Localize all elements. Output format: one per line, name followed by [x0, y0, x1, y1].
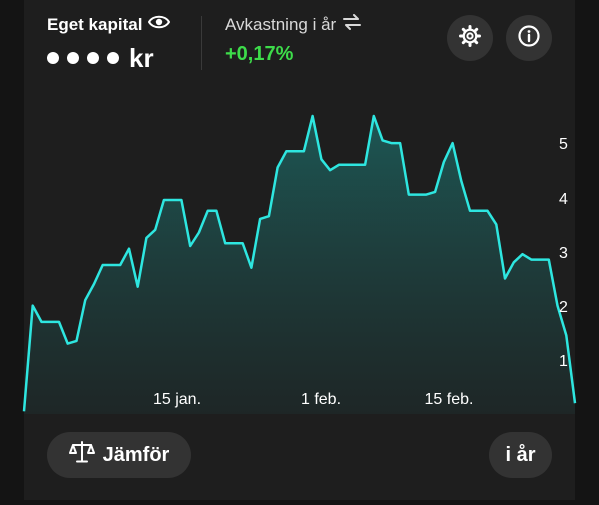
- header-divider: [201, 16, 202, 70]
- swap-arrows-icon[interactable]: [342, 14, 362, 35]
- x-tick-label: 15 jan.: [153, 391, 201, 408]
- info-icon: [517, 24, 541, 53]
- y-tick-label: 2: [559, 299, 568, 316]
- y-tick-label: 5: [559, 136, 568, 153]
- masked-equity-value: kr: [47, 45, 170, 71]
- return-block: Avkastning i år +0,17%: [225, 14, 362, 66]
- y-tick-label: 1: [559, 353, 568, 370]
- mask-dot: [107, 52, 119, 64]
- equity-currency: kr: [129, 43, 154, 73]
- y-tick-label: 4: [559, 191, 568, 208]
- compare-label: Jämför: [102, 443, 170, 466]
- x-tick-label: 1 feb.: [301, 391, 341, 408]
- chart-series-line: [22, 114, 577, 412]
- x-tick-label: 15 feb.: [425, 391, 474, 408]
- gear-icon: [458, 24, 482, 53]
- y-tick-label: 3: [559, 245, 568, 262]
- eye-icon[interactable]: [148, 14, 171, 35]
- mask-dot: [87, 52, 99, 64]
- equity-label-row: Eget kapital: [47, 14, 171, 35]
- chart-area: [24, 116, 575, 414]
- equity-label: Eget kapital: [47, 14, 143, 34]
- compare-button[interactable]: Jämför: [47, 432, 191, 478]
- mask-dot: [67, 52, 79, 64]
- equity-block: Eget kapital kr: [47, 14, 171, 71]
- settings-button[interactable]: [447, 15, 493, 61]
- mask-dot: [47, 52, 59, 64]
- info-button[interactable]: [506, 15, 552, 61]
- period-label: i år: [505, 443, 536, 466]
- return-label: Avkastning i år: [225, 14, 337, 34]
- return-value: +0,17%: [225, 43, 294, 65]
- period-selector[interactable]: i år: [489, 432, 552, 478]
- scale-icon: [68, 440, 95, 470]
- return-label-row: Avkastning i år: [225, 14, 362, 35]
